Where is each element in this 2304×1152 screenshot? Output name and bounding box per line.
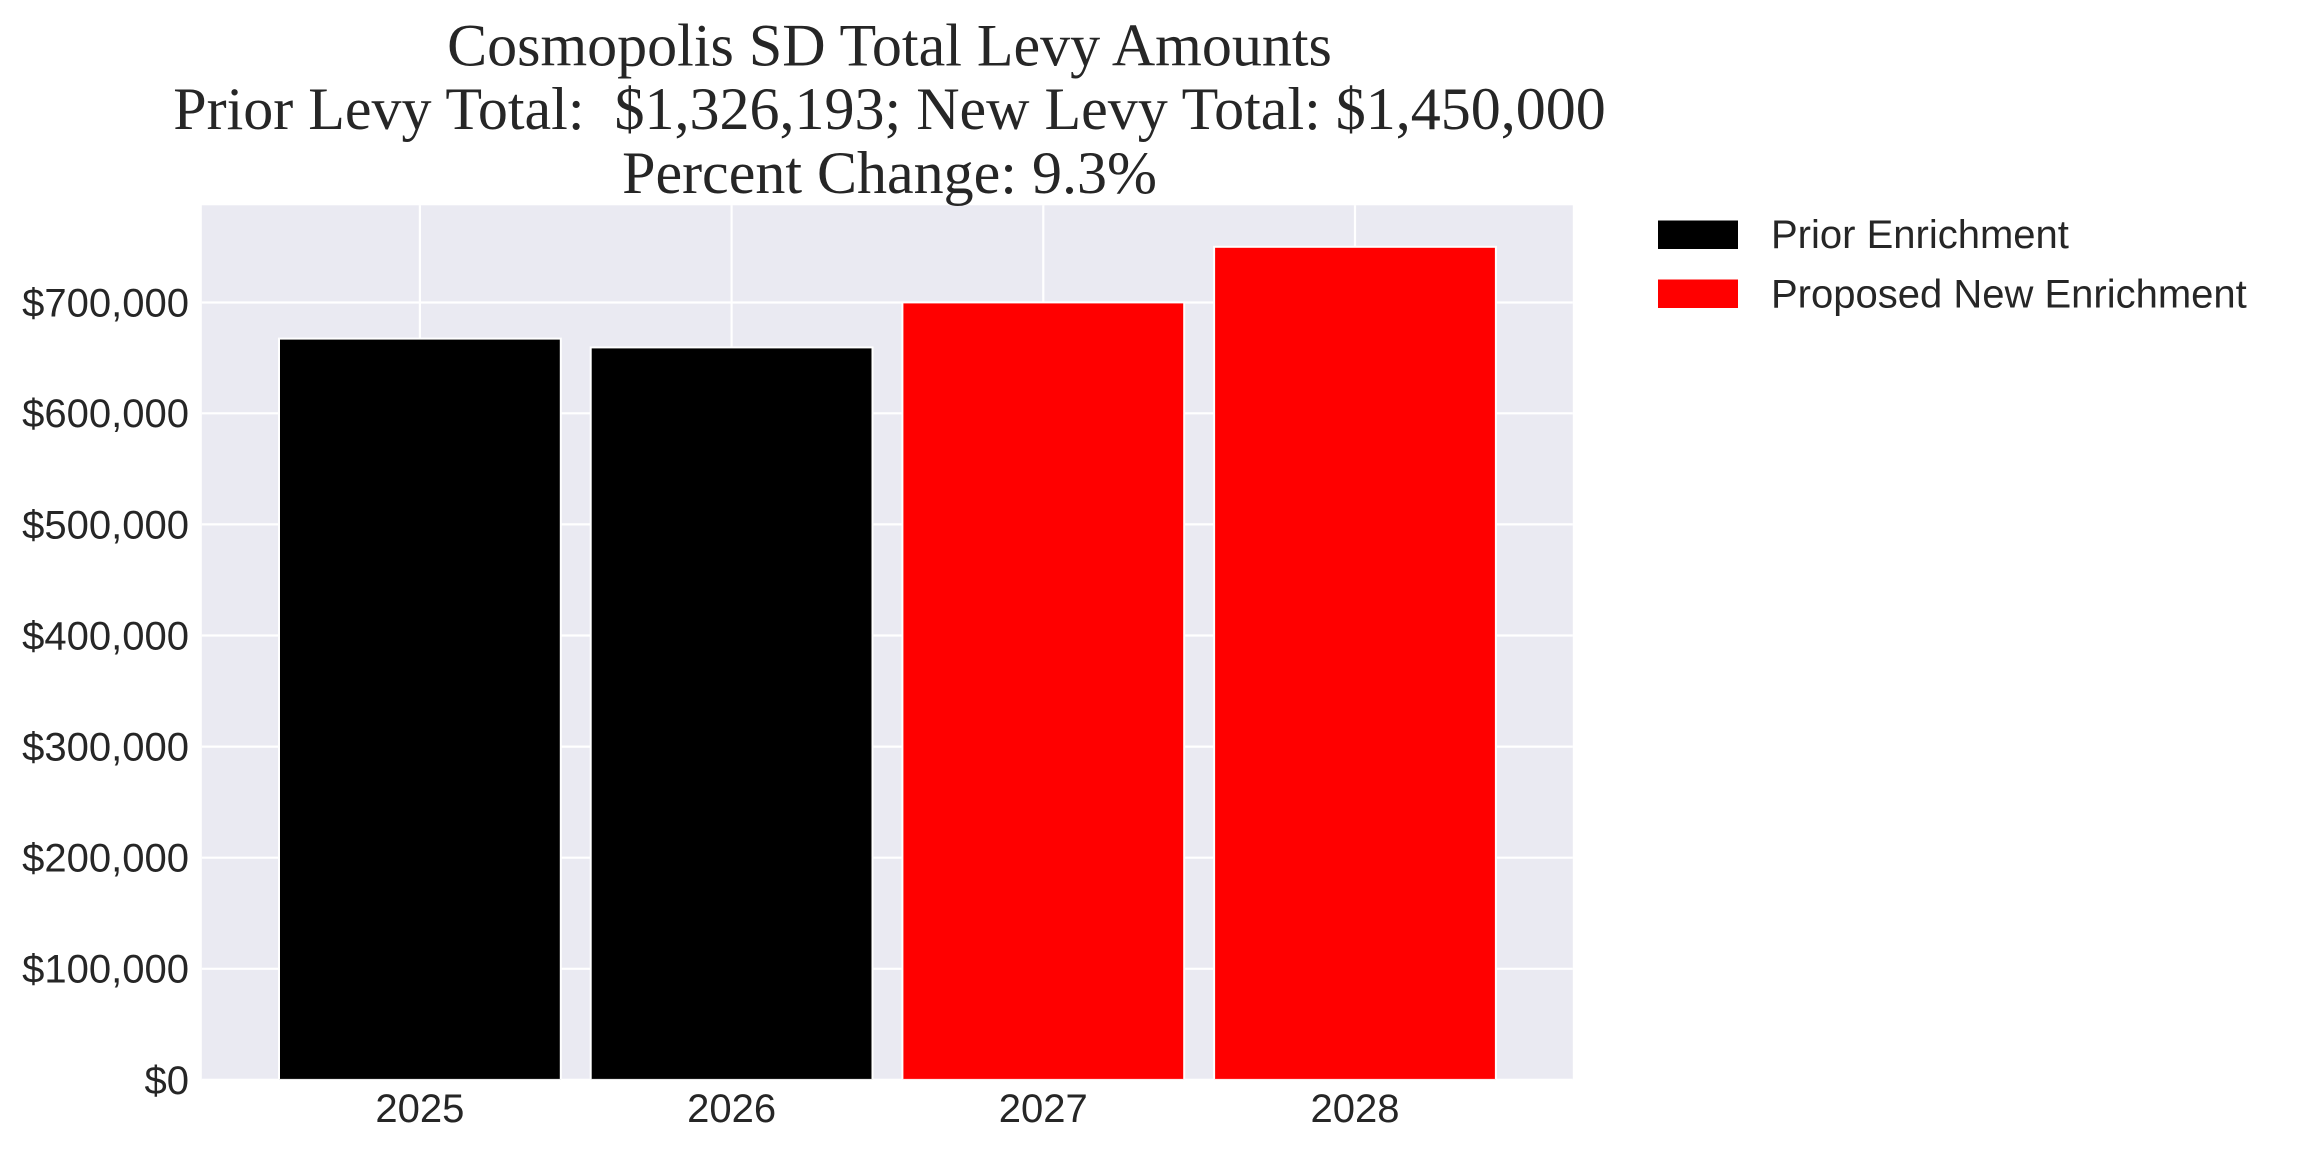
svg-text:$0: $0 xyxy=(145,1059,190,1103)
svg-text:$200,000: $200,000 xyxy=(22,837,189,881)
svg-text:$700,000: $700,000 xyxy=(22,281,189,325)
svg-text:$100,000: $100,000 xyxy=(22,948,189,992)
svg-text:$400,000: $400,000 xyxy=(22,614,189,658)
svg-text:2026: 2026 xyxy=(687,1087,776,1131)
svg-text:$600,000: $600,000 xyxy=(22,392,189,436)
svg-text:2025: 2025 xyxy=(375,1087,464,1131)
svg-text:Proposed New Enrichment: Proposed New Enrichment xyxy=(1771,273,2247,317)
svg-text:2027: 2027 xyxy=(999,1087,1088,1131)
svg-text:Percent Change: 9.3%: Percent Change: 9.3% xyxy=(622,140,1157,206)
svg-text:2028: 2028 xyxy=(1311,1087,1400,1131)
svg-text:Prior Levy Total: $1,326,193;: Prior Levy Total: $1,326,193; New Levy T… xyxy=(173,76,1606,142)
svg-text:Cosmopolis SD Total Levy Amoun: Cosmopolis SD Total Levy Amounts xyxy=(447,13,1332,79)
svg-text:$500,000: $500,000 xyxy=(22,503,189,547)
svg-text:$300,000: $300,000 xyxy=(22,726,189,770)
svg-text:Prior Enrichment: Prior Enrichment xyxy=(1771,213,2069,257)
